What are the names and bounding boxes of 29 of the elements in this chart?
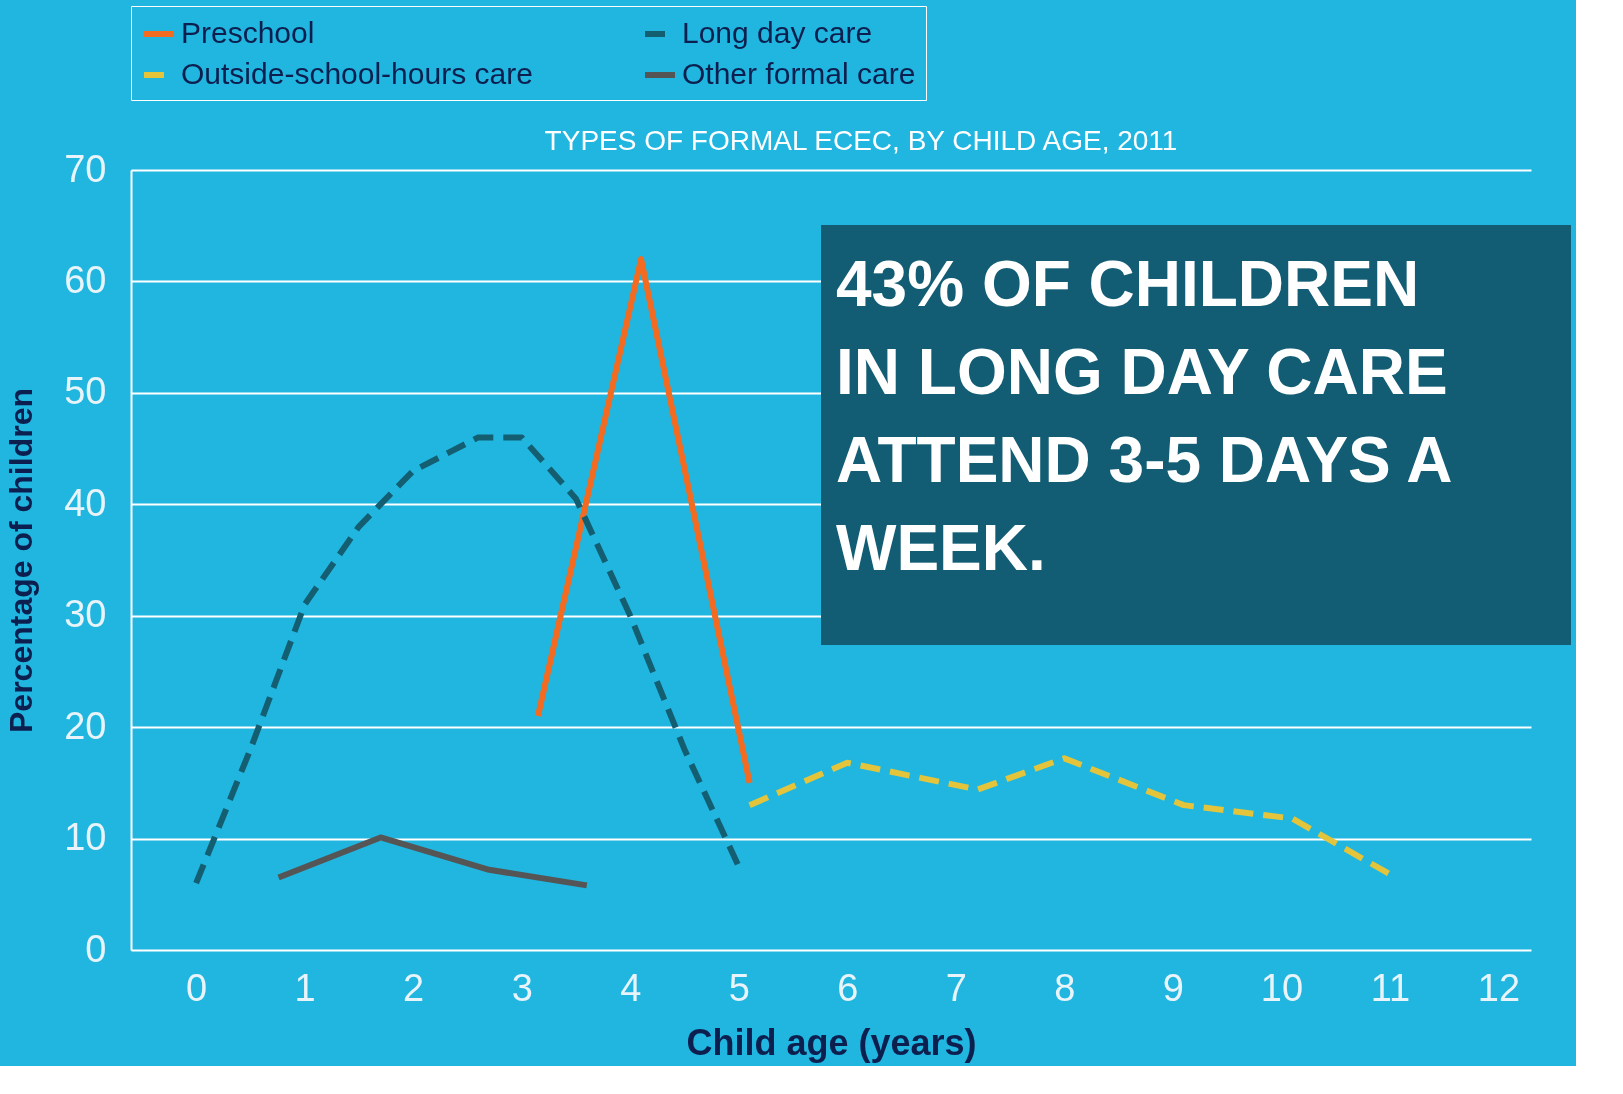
y-tick-label: 70: [64, 147, 107, 190]
legend-label: Other formal care: [682, 57, 916, 90]
x-tick-label: 3: [511, 966, 533, 1009]
x-tick-label: 1: [294, 966, 316, 1009]
x-tick-label: 4: [620, 966, 642, 1009]
y-tick-label: 40: [64, 481, 107, 524]
y-tick-label: 30: [64, 593, 107, 636]
y-tick-label: 50: [64, 370, 107, 413]
legend-label: Outside-school-hours care: [181, 57, 533, 90]
x-tick-label: 10: [1260, 966, 1304, 1009]
y-axis-title: Percentage of children: [3, 388, 40, 733]
x-tick-label: 7: [945, 966, 967, 1009]
y-tick-label: 0: [85, 927, 107, 970]
y-tick-label: 60: [64, 258, 107, 301]
y-tick-label: 10: [64, 816, 107, 859]
legend-label: Long day care: [682, 16, 873, 49]
x-tick-label: 9: [1162, 966, 1184, 1009]
y-tick-label: 20: [64, 704, 107, 747]
x-tick-label: 11: [1370, 966, 1411, 1009]
x-tick-label: 6: [837, 966, 859, 1009]
x-tick-label: 2: [403, 966, 425, 1009]
x-tick-label: 12: [1477, 966, 1521, 1009]
x-axis-title: Child age (years): [686, 1021, 977, 1063]
legend-label: Preschool: [181, 16, 315, 49]
chart-title: TYPES OF FORMAL ECEC, BY CHILD AGE, 2011: [544, 125, 1178, 156]
annotation: 43% OF CHILDREN IN LONG DAY CARE ATTEND 3-5 DAYS A WEEK.: [836, 248, 1453, 584]
x-tick-label: 8: [1054, 966, 1076, 1009]
x-tick-label: 5: [728, 966, 750, 1009]
x-tick-label: 0: [186, 966, 208, 1009]
